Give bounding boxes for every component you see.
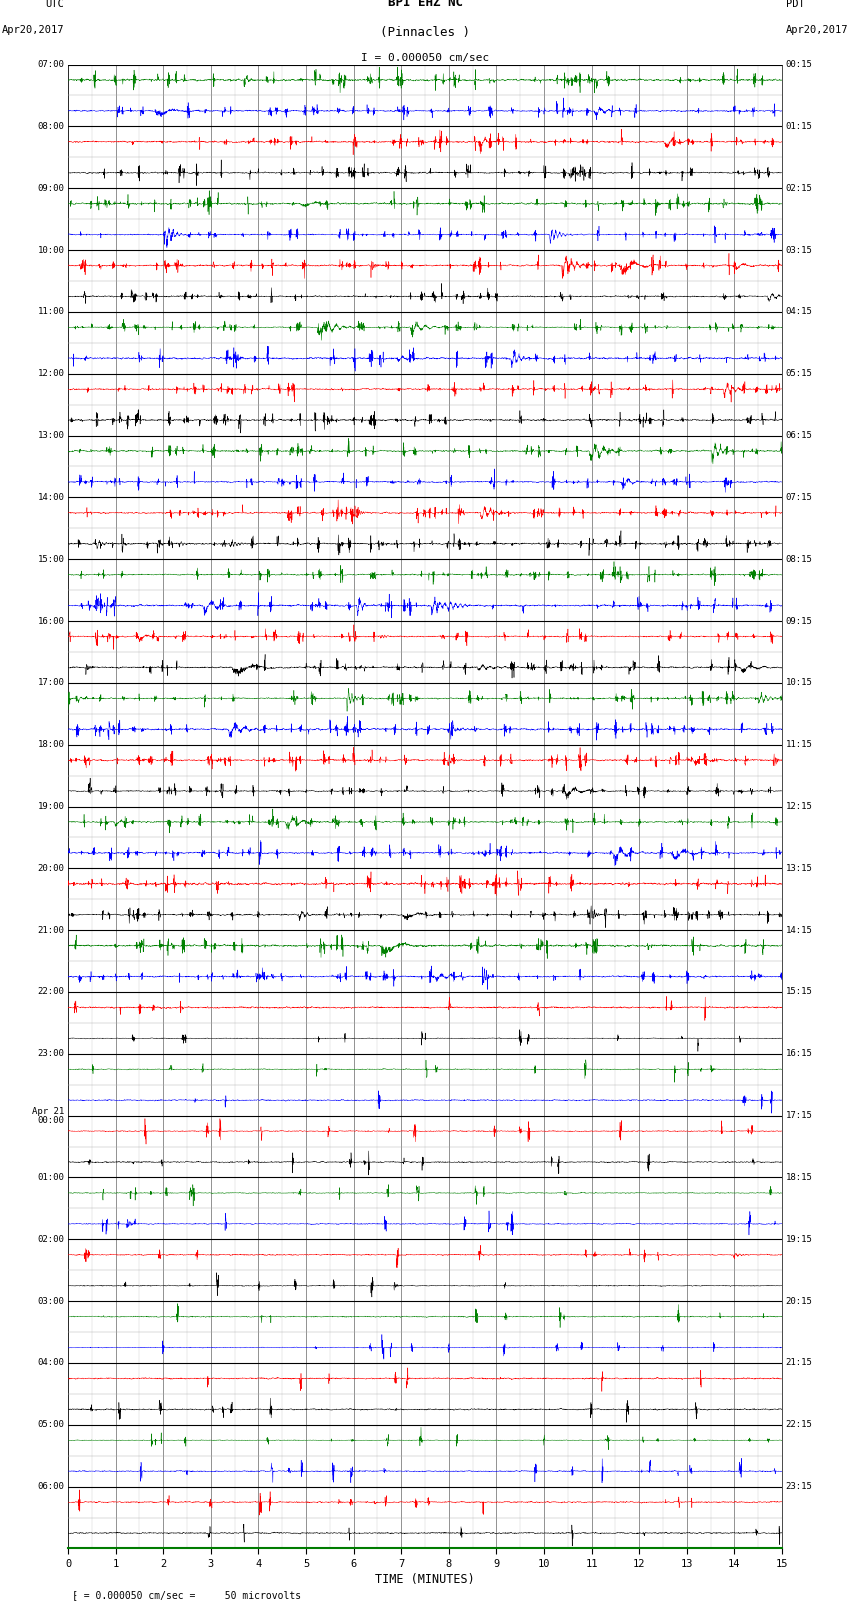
Text: 09:00: 09:00 <box>37 184 65 192</box>
Text: Apr 21
00:00: Apr 21 00:00 <box>32 1107 65 1124</box>
Text: Apr20,2017: Apr20,2017 <box>2 24 65 35</box>
Text: 16:00: 16:00 <box>37 616 65 626</box>
Text: 21:15: 21:15 <box>785 1358 813 1368</box>
Text: 15:00: 15:00 <box>37 555 65 563</box>
Text: 02:15: 02:15 <box>785 184 813 192</box>
Text: 10:15: 10:15 <box>785 679 813 687</box>
Text: 16:15: 16:15 <box>785 1050 813 1058</box>
Text: ⁅ = 0.000050 cm/sec =     50 microvolts: ⁅ = 0.000050 cm/sec = 50 microvolts <box>71 1590 301 1600</box>
Text: 23:00: 23:00 <box>37 1050 65 1058</box>
Text: 01:00: 01:00 <box>37 1173 65 1182</box>
Text: 17:00: 17:00 <box>37 679 65 687</box>
Text: 18:00: 18:00 <box>37 740 65 748</box>
Text: 19:15: 19:15 <box>785 1236 813 1244</box>
Text: 14:15: 14:15 <box>785 926 813 934</box>
Text: 07:00: 07:00 <box>37 60 65 69</box>
Text: 14:00: 14:00 <box>37 494 65 502</box>
X-axis label: TIME (MINUTES): TIME (MINUTES) <box>375 1573 475 1586</box>
Text: 08:15: 08:15 <box>785 555 813 563</box>
Text: 15:15: 15:15 <box>785 987 813 997</box>
Text: 00:15: 00:15 <box>785 60 813 69</box>
Text: 06:15: 06:15 <box>785 431 813 440</box>
Text: 19:00: 19:00 <box>37 802 65 811</box>
Text: 10:00: 10:00 <box>37 245 65 255</box>
Text: 17:15: 17:15 <box>785 1111 813 1119</box>
Text: 12:00: 12:00 <box>37 369 65 377</box>
Text: UTC: UTC <box>46 0 65 8</box>
Text: I = 0.000050 cm/sec: I = 0.000050 cm/sec <box>361 53 489 63</box>
Text: 06:00: 06:00 <box>37 1482 65 1490</box>
Text: PDT: PDT <box>785 0 804 8</box>
Text: (Pinnacles ): (Pinnacles ) <box>380 26 470 39</box>
Text: 23:15: 23:15 <box>785 1482 813 1490</box>
Text: 09:15: 09:15 <box>785 616 813 626</box>
Text: 13:15: 13:15 <box>785 865 813 873</box>
Text: 05:00: 05:00 <box>37 1421 65 1429</box>
Text: 04:15: 04:15 <box>785 308 813 316</box>
Text: 01:15: 01:15 <box>785 123 813 131</box>
Text: 11:15: 11:15 <box>785 740 813 748</box>
Text: Apr20,2017: Apr20,2017 <box>785 24 848 35</box>
Text: 03:00: 03:00 <box>37 1297 65 1305</box>
Text: 07:15: 07:15 <box>785 494 813 502</box>
Text: 22:15: 22:15 <box>785 1421 813 1429</box>
Text: 20:15: 20:15 <box>785 1297 813 1305</box>
Text: 21:00: 21:00 <box>37 926 65 934</box>
Text: 05:15: 05:15 <box>785 369 813 377</box>
Text: 04:00: 04:00 <box>37 1358 65 1368</box>
Text: 13:00: 13:00 <box>37 431 65 440</box>
Text: 08:00: 08:00 <box>37 123 65 131</box>
Text: BPI EHZ NC: BPI EHZ NC <box>388 0 462 8</box>
Text: 11:00: 11:00 <box>37 308 65 316</box>
Text: 12:15: 12:15 <box>785 802 813 811</box>
Text: 18:15: 18:15 <box>785 1173 813 1182</box>
Text: 02:00: 02:00 <box>37 1236 65 1244</box>
Text: 20:00: 20:00 <box>37 865 65 873</box>
Text: 22:00: 22:00 <box>37 987 65 997</box>
Text: 03:15: 03:15 <box>785 245 813 255</box>
